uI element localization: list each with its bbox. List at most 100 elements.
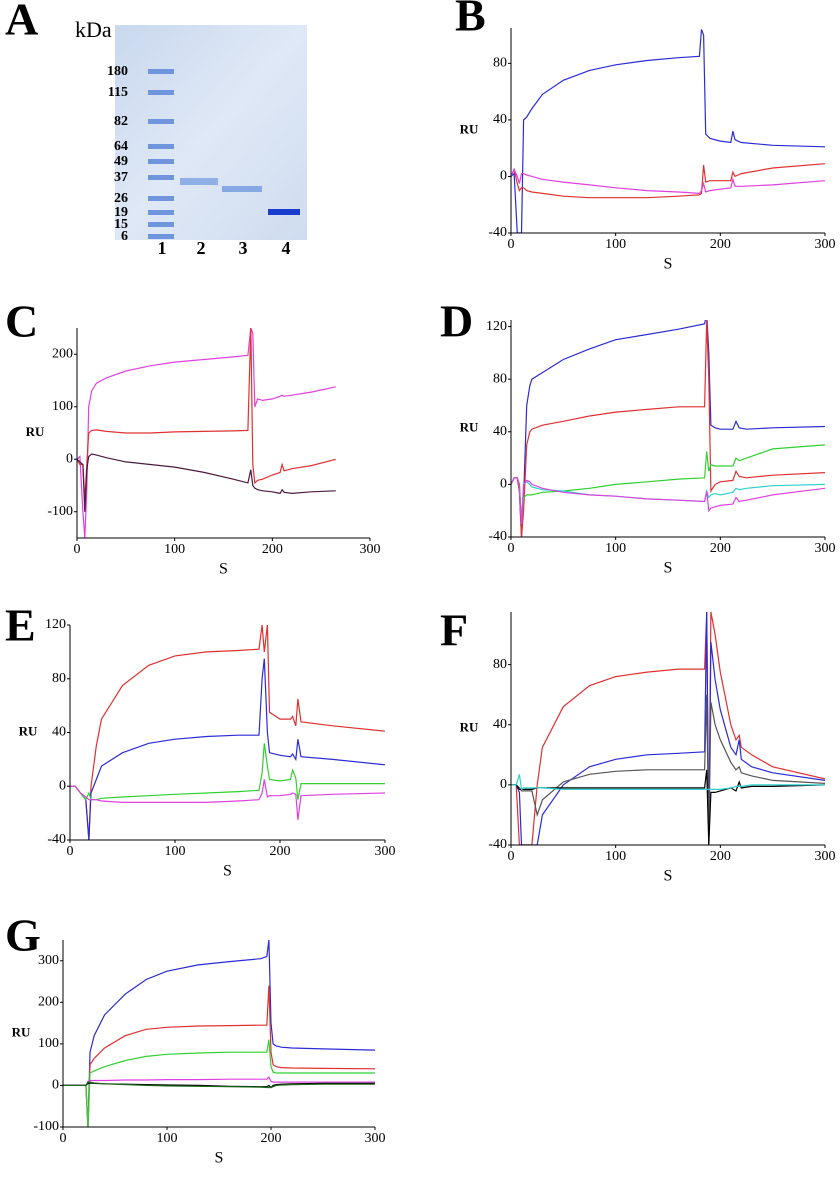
- marker-band: [148, 234, 174, 239]
- marker-band: [148, 69, 174, 74]
- marker-band: [148, 196, 174, 201]
- series-line: [511, 694, 825, 845]
- y-tick-label: 0: [59, 778, 66, 793]
- x-axis-label: S: [664, 868, 673, 885]
- marker-label: 37: [114, 170, 128, 185]
- y-tick-label: 80: [493, 371, 507, 386]
- y-tick-label: 40: [52, 725, 66, 740]
- series-line: [511, 612, 825, 845]
- series-line: [511, 444, 825, 524]
- marker-label: 26: [114, 191, 128, 206]
- y-tick-label: 100: [52, 399, 73, 414]
- marker-band: [148, 144, 174, 149]
- x-tick-label: 300: [815, 541, 836, 556]
- y-tick-label: 80: [493, 657, 507, 672]
- series-line: [511, 29, 825, 233]
- lane-label: 4: [282, 238, 291, 258]
- x-tick-label: 0: [508, 237, 515, 252]
- x-tick-label: 100: [605, 849, 626, 864]
- marker-label: 15: [114, 217, 128, 232]
- y-axis-label: RU: [460, 121, 479, 136]
- x-tick-label: 100: [605, 237, 626, 252]
- y-tick-label: 0: [500, 777, 507, 792]
- x-tick-label: 0: [67, 844, 74, 859]
- x-tick-label: 100: [605, 541, 626, 556]
- y-tick-label: 80: [52, 671, 66, 686]
- y-tick-label: 300: [38, 953, 59, 968]
- series-line: [511, 769, 825, 845]
- series-line: [70, 779, 385, 820]
- lane-label: 2: [197, 238, 206, 258]
- marker-label: 115: [108, 85, 128, 100]
- panel-label: F: [440, 605, 468, 656]
- series-line: [511, 167, 825, 195]
- panel-label: C: [5, 296, 38, 347]
- y-axis-label: RU: [460, 419, 479, 434]
- y-tick-label: -100: [47, 504, 73, 519]
- series-line: [511, 320, 825, 537]
- x-tick-label: 100: [164, 542, 185, 557]
- marker-label: 180: [107, 64, 128, 79]
- x-tick-label: 200: [710, 237, 731, 252]
- y-axis-label: RU: [19, 723, 38, 738]
- unit-label: kDa: [75, 17, 112, 42]
- x-axis-label: S: [664, 560, 673, 577]
- y-tick-label: -100: [33, 1119, 59, 1134]
- marker-band: [148, 175, 174, 180]
- y-tick-label: -40: [488, 225, 507, 240]
- y-tick-label: 100: [38, 1036, 59, 1051]
- x-tick-label: 300: [815, 237, 836, 252]
- x-tick-label: 200: [270, 844, 291, 859]
- x-tick-label: 300: [360, 542, 381, 557]
- y-tick-label: 0: [52, 1078, 59, 1093]
- y-tick-label: -40: [488, 837, 507, 852]
- series-line: [511, 163, 825, 199]
- x-tick-label: 300: [375, 844, 396, 859]
- series-line: [77, 453, 336, 512]
- lane-label: 3: [239, 238, 248, 258]
- panel-label: D: [440, 296, 473, 347]
- marker-band: [148, 159, 174, 164]
- x-tick-label: 300: [815, 849, 836, 864]
- x-tick-label: 0: [508, 541, 515, 556]
- panel-label: B: [455, 0, 486, 41]
- x-tick-label: 0: [60, 1131, 67, 1146]
- marker-band: [148, 90, 174, 95]
- panel-label: A: [5, 0, 38, 45]
- series-line: [70, 743, 385, 801]
- gel-band: [268, 209, 300, 215]
- x-tick-label: 0: [74, 542, 81, 557]
- marker-label: 49: [114, 154, 128, 169]
- y-tick-label: 120: [45, 617, 66, 632]
- y-tick-label: -40: [488, 529, 507, 544]
- marker-band: [148, 222, 174, 227]
- series-line: [511, 320, 825, 537]
- y-axis-label: RU: [26, 424, 45, 439]
- series-line: [511, 774, 825, 791]
- lane-label: 1: [158, 238, 167, 258]
- y-axis-label: RU: [12, 1024, 31, 1039]
- x-axis-label: S: [219, 561, 228, 578]
- marker-label: 82: [114, 114, 128, 129]
- marker-label: 6: [121, 229, 128, 244]
- series-line: [511, 477, 825, 524]
- series-line: [70, 625, 385, 840]
- x-tick-label: 200: [710, 541, 731, 556]
- series-line: [63, 940, 375, 1127]
- y-tick-label: 200: [52, 346, 73, 361]
- x-tick-label: 200: [262, 542, 283, 557]
- gel-band: [222, 186, 262, 192]
- y-tick-label: -40: [47, 832, 66, 847]
- series-line: [70, 658, 385, 840]
- series-line: [77, 328, 336, 502]
- y-tick-label: 80: [493, 56, 507, 71]
- marker-band: [148, 119, 174, 124]
- marker-label: 19: [114, 205, 128, 220]
- y-tick-label: 0: [500, 169, 507, 184]
- gel-image: [115, 25, 307, 240]
- y-tick-label: 40: [493, 717, 507, 732]
- y-axis-label: RU: [460, 719, 479, 734]
- x-axis-label: S: [215, 1150, 224, 1167]
- x-tick-label: 200: [261, 1131, 282, 1146]
